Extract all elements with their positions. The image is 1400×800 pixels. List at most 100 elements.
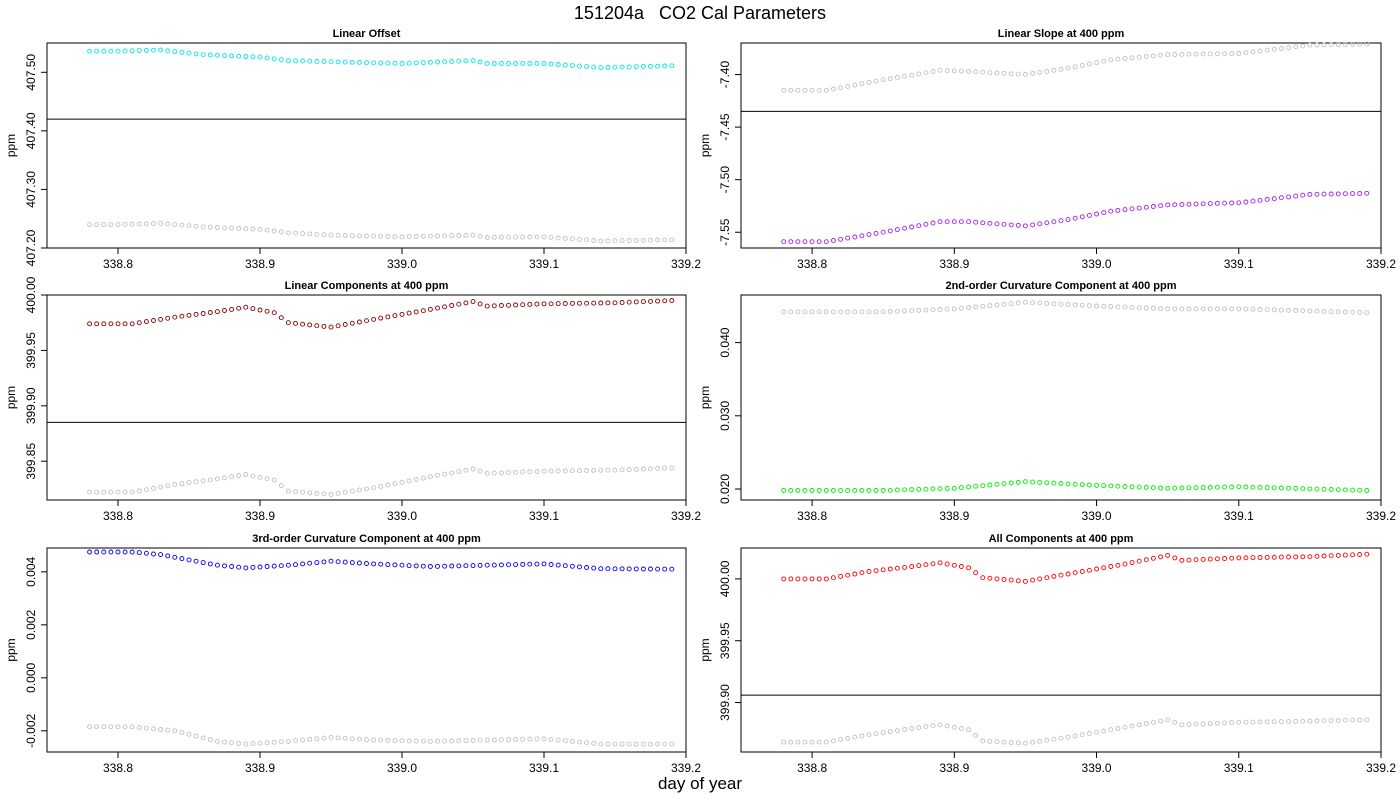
data-point	[1051, 301, 1057, 307]
data-point	[823, 739, 829, 745]
data-point	[435, 563, 440, 569]
x-tick-label: 338.8	[797, 509, 827, 523]
data-point	[200, 478, 206, 484]
data-point	[1236, 200, 1242, 206]
data-point	[1250, 198, 1256, 204]
data-point	[1193, 201, 1199, 207]
data-point	[591, 64, 597, 70]
data-point	[1200, 201, 1206, 207]
data-point	[413, 738, 419, 744]
data-point	[866, 488, 872, 493]
data-point	[1364, 41, 1370, 47]
data-point	[894, 74, 900, 80]
data-point	[1122, 304, 1128, 310]
data-point	[859, 233, 865, 239]
data-point	[165, 727, 171, 733]
x-tick-label: 339.1	[1224, 509, 1254, 523]
data-point	[399, 61, 405, 66]
data-point	[548, 562, 554, 567]
data-point	[413, 60, 419, 66]
data-point	[1022, 479, 1028, 485]
data-point	[1072, 570, 1078, 576]
data-point	[207, 477, 213, 483]
data-point	[1079, 302, 1085, 308]
data-point	[973, 219, 979, 225]
data-point	[562, 468, 568, 474]
data-point	[1172, 202, 1178, 208]
data-point	[1101, 483, 1107, 489]
data-point	[980, 69, 986, 75]
data-point	[1328, 553, 1334, 559]
data-point	[1129, 206, 1135, 212]
data-point	[229, 564, 235, 569]
data-point	[562, 62, 568, 68]
data-point	[816, 87, 822, 93]
data-point	[406, 234, 412, 240]
data-point	[655, 298, 661, 304]
data-point	[1314, 42, 1320, 48]
data-point	[788, 739, 794, 745]
data-point	[859, 488, 865, 493]
data-point	[640, 566, 646, 572]
y-tick-label: -7.45	[718, 113, 732, 141]
data-point	[406, 310, 412, 316]
data-point	[335, 323, 341, 329]
data-point	[1243, 719, 1249, 725]
data-point	[321, 232, 327, 238]
data-point	[1129, 304, 1135, 310]
data-point	[108, 48, 114, 54]
data-point	[633, 741, 639, 747]
data-point	[392, 60, 398, 66]
data-point	[300, 231, 306, 237]
data-point	[371, 737, 377, 743]
data-point	[1172, 555, 1178, 561]
data-point	[633, 466, 639, 472]
data-point	[214, 738, 220, 744]
data-point	[1150, 305, 1156, 311]
data-point	[951, 485, 957, 491]
data-point	[605, 467, 611, 473]
data-point	[584, 64, 590, 70]
data-point	[278, 315, 284, 321]
data-point	[823, 488, 829, 493]
data-point	[1286, 719, 1292, 724]
panel-1: Linear Offset 338.8 338.9 339.0 339.1 339.2 40…	[4, 28, 701, 271]
data-point	[781, 309, 787, 315]
data-point	[463, 300, 469, 306]
data-point	[1179, 202, 1185, 207]
data-point	[378, 561, 384, 567]
data-point	[143, 487, 149, 493]
x-tick-label: 339.2	[1366, 509, 1396, 523]
data-point	[937, 486, 943, 492]
data-point	[958, 219, 964, 225]
data-point	[655, 465, 661, 471]
data-point	[662, 298, 668, 304]
data-point	[236, 564, 242, 570]
data-point	[1314, 308, 1320, 314]
data-point	[1293, 193, 1299, 199]
data-point	[838, 85, 844, 91]
data-point	[300, 737, 306, 743]
data-point	[1065, 571, 1071, 577]
data-point	[87, 489, 93, 495]
data-point	[795, 239, 801, 245]
data-point	[584, 740, 590, 746]
data-point	[1101, 728, 1107, 734]
data-point	[193, 51, 199, 57]
data-point	[845, 235, 851, 241]
data-point	[399, 479, 405, 485]
data-point	[781, 488, 787, 493]
data-point	[442, 304, 448, 310]
data-point	[1278, 307, 1284, 313]
data-point	[1193, 51, 1199, 57]
data-point	[1271, 46, 1277, 52]
series-2	[87, 724, 675, 747]
data-point	[555, 62, 561, 67]
data-point	[477, 233, 483, 239]
data-point	[136, 48, 142, 54]
panel-title: Linear Components at 400 ppm	[285, 280, 449, 292]
data-point	[894, 728, 900, 734]
data-point	[477, 301, 483, 307]
data-point	[1165, 552, 1171, 558]
data-point	[1015, 479, 1021, 485]
